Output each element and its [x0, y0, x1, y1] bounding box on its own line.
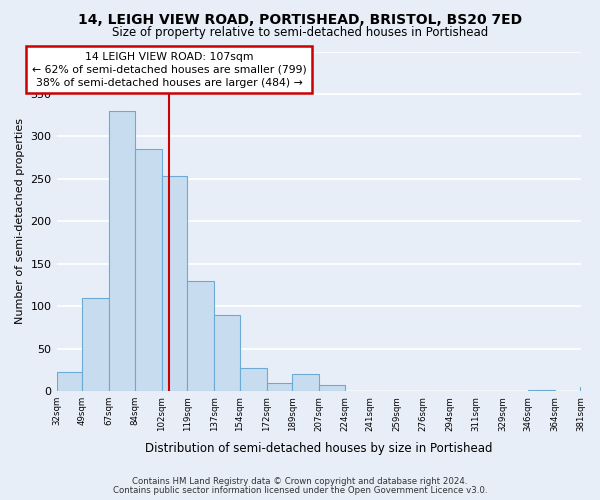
Bar	[134, 149, 161, 391]
Bar	[319, 385, 345, 391]
Bar	[292, 374, 319, 391]
Bar	[82, 298, 109, 391]
Bar	[528, 390, 555, 391]
Bar	[240, 368, 267, 391]
Bar	[580, 387, 600, 391]
Bar	[187, 281, 214, 391]
Text: Contains HM Land Registry data © Crown copyright and database right 2024.: Contains HM Land Registry data © Crown c…	[132, 477, 468, 486]
Text: Size of property relative to semi-detached houses in Portishead: Size of property relative to semi-detach…	[112, 26, 488, 39]
Text: Contains public sector information licensed under the Open Government Licence v3: Contains public sector information licen…	[113, 486, 487, 495]
Bar	[267, 382, 292, 391]
Y-axis label: Number of semi-detached properties: Number of semi-detached properties	[15, 118, 25, 324]
Bar	[56, 372, 82, 391]
Text: 14 LEIGH VIEW ROAD: 107sqm
← 62% of semi-detached houses are smaller (799)
38% o: 14 LEIGH VIEW ROAD: 107sqm ← 62% of semi…	[32, 52, 307, 88]
X-axis label: Distribution of semi-detached houses by size in Portishead: Distribution of semi-detached houses by …	[145, 442, 492, 455]
Bar	[161, 176, 187, 391]
Bar	[109, 111, 134, 391]
Bar	[214, 314, 240, 391]
Text: 14, LEIGH VIEW ROAD, PORTISHEAD, BRISTOL, BS20 7ED: 14, LEIGH VIEW ROAD, PORTISHEAD, BRISTOL…	[78, 12, 522, 26]
